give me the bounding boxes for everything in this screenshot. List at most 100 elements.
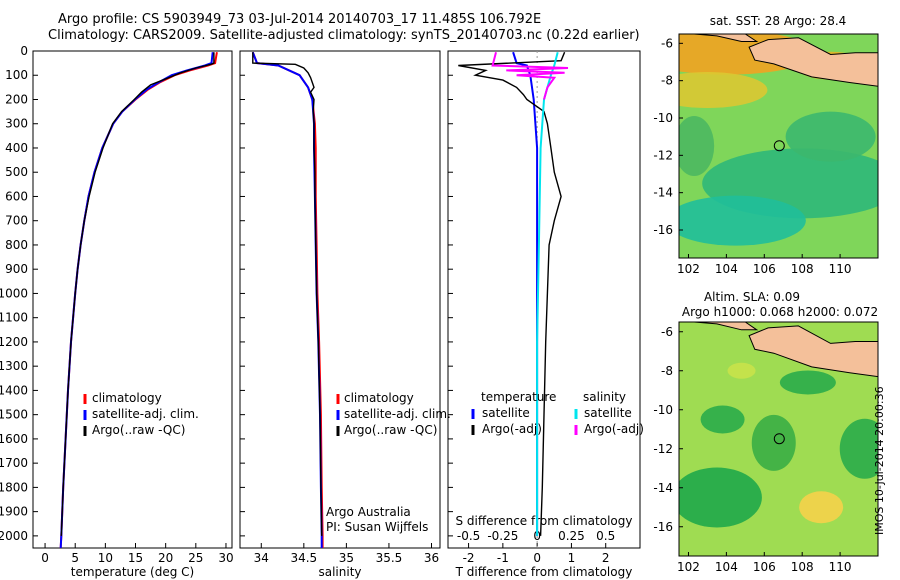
difference-xtick-label: 2	[602, 551, 610, 565]
temperature-series-1	[59, 52, 214, 549]
temperature-ytick-label: 1800	[0, 480, 28, 494]
temperature-ytick-label: 1100	[0, 311, 28, 325]
sst-map-land	[694, 34, 759, 42]
sst-map-ytick-label: -12	[653, 148, 673, 162]
difference-xtick-label: -2	[463, 551, 475, 565]
sla-map-argo-marker	[773, 433, 785, 445]
temperature-ytick-label: 400	[5, 141, 28, 155]
salinity-xtick-label: 36	[424, 551, 439, 565]
sst-map-ytick-label: -8	[661, 74, 673, 88]
temperature-ytick-label: 200	[5, 92, 28, 106]
salinity-annotation-pi: PI: Susan Wijffels	[326, 520, 428, 534]
temperature-xtick-label: 15	[128, 551, 143, 565]
sst-map-cool-region	[785, 111, 876, 162]
salinity-xtick-label: 34.5	[290, 551, 317, 565]
temperature-legend-label: Argo(..raw -QC)	[92, 423, 185, 437]
sst-map-argo-marker	[773, 140, 785, 152]
salinity-series-0	[251, 51, 324, 548]
sst-map-ytick-label: -6	[661, 36, 673, 50]
sla-map-low-region	[751, 414, 796, 471]
temperature-ytick-label: 1300	[0, 359, 28, 373]
salinity-legend-label: climatology	[344, 391, 414, 405]
sst-map-warm-region	[679, 72, 768, 108]
temperature-ytick-label: 1500	[0, 408, 28, 422]
sla-map-low-region	[679, 467, 762, 528]
sla-map-xtick-label: 104	[715, 560, 738, 574]
sst-map-cool-region	[679, 195, 806, 246]
salinity-legend-label: satellite-adj. clim.	[344, 407, 451, 421]
salinity-xtick-label: 34	[254, 551, 269, 565]
temperature-ytick-label: 1600	[0, 432, 28, 446]
temperature-ytick-label: 2000	[0, 529, 28, 543]
temperature-ytick-label: 600	[5, 189, 28, 203]
temperature-series-2	[60, 52, 215, 536]
sla-map-frame	[678, 321, 879, 557]
sst-map-xtick-label: 108	[791, 262, 814, 276]
sla-map-low-region	[700, 405, 745, 434]
sst-map-xtick-label: 104	[715, 262, 738, 276]
temperature-xtick-label: 5	[71, 551, 79, 565]
salinity-xtick-label: 35.5	[376, 551, 403, 565]
salinity-xtick-label: 35	[339, 551, 354, 565]
temperature-ytick-label: 1400	[0, 383, 28, 397]
temperature-ytick-label: 100	[5, 68, 28, 82]
difference-legend-title-temperature: temperature	[481, 390, 556, 404]
sla-map-xtick-label: 110	[829, 560, 852, 574]
temperature-ytick-label: 0	[20, 44, 28, 58]
difference-xlabel: T difference from climatology	[455, 565, 633, 579]
difference-series-3	[491, 51, 569, 100]
temperature-series-0	[59, 52, 218, 549]
temperature-xlabel: temperature (deg C)	[71, 565, 194, 579]
sla-map-xtick-label: 108	[791, 560, 814, 574]
sla-map-land	[748, 325, 878, 378]
sla-map-xtick-label: 102	[677, 560, 700, 574]
temperature-xtick-label: 0	[41, 551, 49, 565]
sst-map-ytick-label: -10	[653, 111, 673, 125]
footer-stamp: IMOS 10-Jul-2014 20:00:36	[873, 386, 886, 535]
temperature-ytick-label: 1200	[0, 335, 28, 349]
difference-legend-label: Argo(-adj)	[584, 422, 644, 436]
sst-map-cool-region	[679, 116, 715, 176]
header-line-2: Climatology: CARS2009. Satellite-adjuste…	[48, 28, 640, 43]
temperature-ytick-label: 300	[5, 117, 28, 131]
difference-xlabel-top: S difference from climatology	[456, 514, 633, 528]
sst-map-title: sat. SST: 28 Argo: 28.4	[710, 14, 847, 28]
difference-s-xtick-label: 0.25	[558, 529, 585, 543]
salinity-annotation-org: Argo Australia	[326, 505, 411, 519]
sst-map-ytick-label: -14	[653, 186, 673, 200]
sst-map-land	[748, 37, 878, 87]
temperature-xtick-label: 10	[98, 551, 113, 565]
temperature-ytick-label: 900	[5, 262, 28, 276]
sla-map-ytick-label: -10	[653, 403, 673, 417]
sla-map-low-region	[779, 370, 836, 395]
temperature-xtick-label: 25	[188, 551, 203, 565]
temperature-ytick-label: 1000	[0, 286, 28, 300]
sla-map-ytick-label: -8	[661, 364, 673, 378]
difference-series-0	[512, 51, 539, 536]
temperature-legend-label: climatology	[92, 391, 162, 405]
sla-map-ytick-label: -16	[653, 520, 673, 534]
difference-frame	[447, 50, 641, 549]
temperature-ytick-label: 500	[5, 165, 28, 179]
sla-map-high-region	[727, 362, 756, 379]
sst-map-xtick-label: 110	[829, 262, 852, 276]
header-line-1: Argo profile: CS 5903949_73 03-Jul-2014 …	[58, 12, 542, 27]
salinity-xlabel: salinity	[318, 565, 361, 579]
temperature-ytick-label: 1900	[0, 505, 28, 519]
sla-map-field	[679, 322, 878, 556]
sla-map-title: Altim. SLA: 0.09	[704, 290, 800, 304]
temperature-frame	[32, 50, 233, 549]
sla-map-high-region	[799, 491, 844, 524]
temperature-ytick-label: 1700	[0, 456, 28, 470]
sst-map-frame	[678, 33, 879, 259]
difference-s-xtick-label: -0.5	[457, 529, 480, 543]
sla-map-ytick-label: -14	[653, 481, 673, 495]
difference-legend-label: satellite	[482, 406, 530, 420]
sst-map-ytick-label: -16	[653, 223, 673, 237]
sla-map-ytick-label: -12	[653, 442, 673, 456]
sla-map-ytick-label: -6	[661, 325, 673, 339]
sla-map-subtitle: Argo h1000: 0.068 h2000: 0.072	[682, 305, 878, 319]
temperature-legend-label: satellite-adj. clim.	[92, 407, 199, 421]
temperature-ytick-label: 700	[5, 214, 28, 228]
